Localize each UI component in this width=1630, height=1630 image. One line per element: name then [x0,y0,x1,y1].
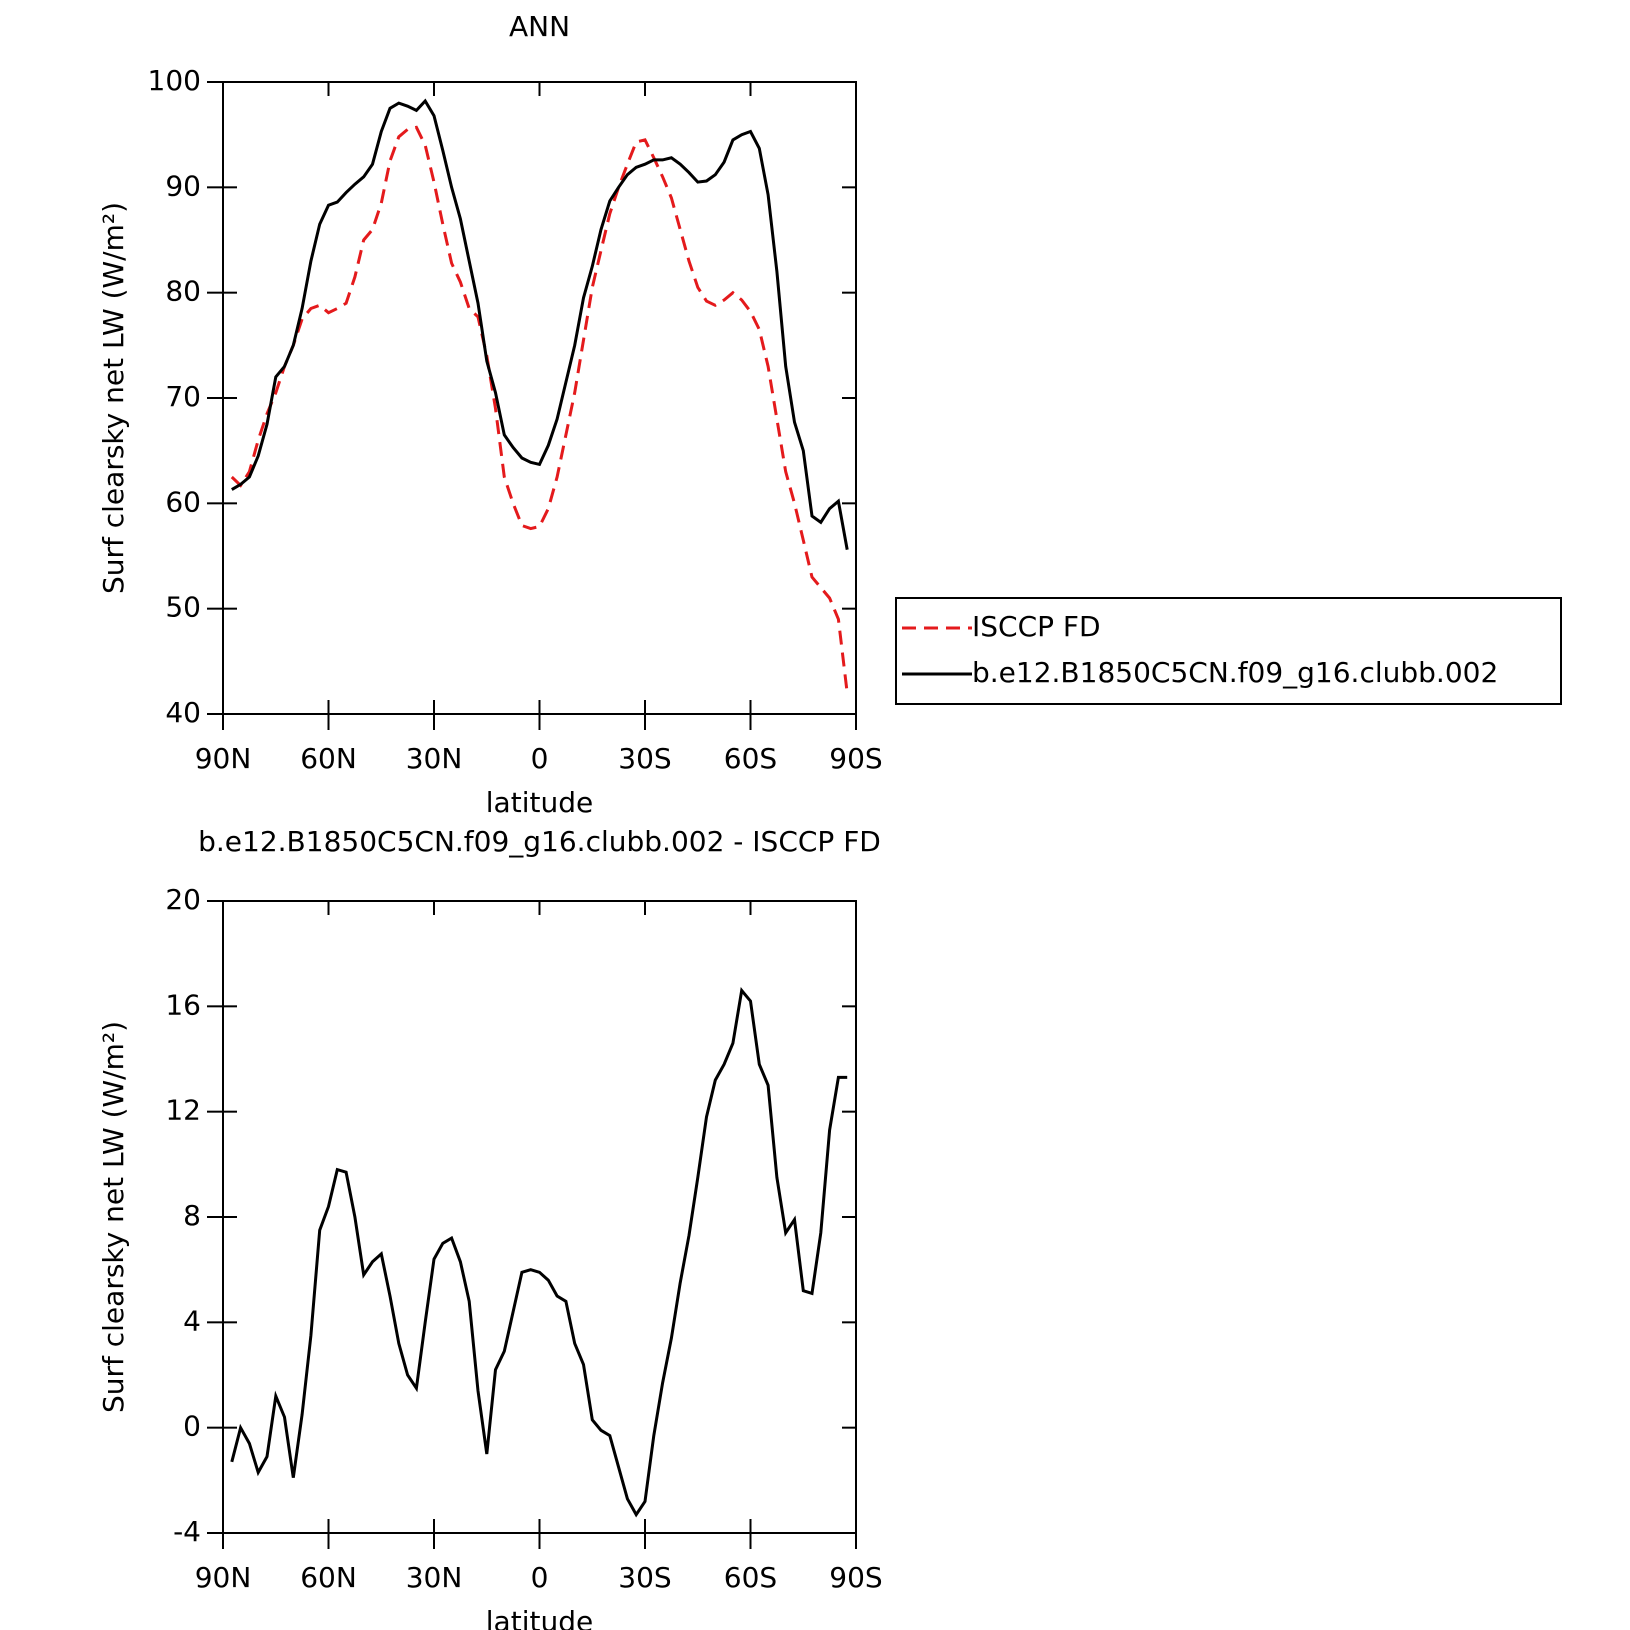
y-axis-label: Surf clearsky net LW (W/m²) [97,1021,130,1413]
x-tick-label: 30N [406,1561,463,1594]
y-tick-label: 0 [183,1410,201,1443]
y-tick-label: 8 [183,1199,201,1232]
plot-frame [222,900,857,1534]
x-tick-label: 60N [300,1561,357,1594]
x-tick-label: 0 [531,742,549,775]
y-tick-label: 60 [165,485,201,518]
y-axis-label: Surf clearsky net LW (W/m²) [97,202,130,594]
y-tick-label: 80 [165,275,201,308]
y-tick-label: 16 [165,988,201,1021]
data-line [231,98,849,550]
legend-label: ISCCP FD [972,610,1101,643]
plot-frame [222,81,857,715]
x-tick-label: 90N [195,1561,252,1594]
legend-label: b.e12.B1850C5CN.f09_g16.clubb.002 [972,656,1498,689]
y-tick-label: -4 [173,1515,201,1548]
y-tick-label: 40 [165,696,201,729]
y-tick-label: 4 [183,1304,201,1337]
chart-title: b.e12.B1850C5CN.f09_g16.clubb.002 - ISCC… [198,825,881,858]
x-tick-label: 0 [531,1561,549,1594]
x-axis-label: latitude [486,1605,593,1630]
x-axis-label: latitude [486,786,593,819]
x-tick-label: 30S [618,742,671,775]
y-tick-label: 100 [148,64,201,97]
x-tick-label: 60S [724,1561,777,1594]
x-tick-label: 30S [618,1561,671,1594]
x-tick-label: 90N [195,742,252,775]
x-tick-label: 90S [829,742,882,775]
y-tick-label: 70 [165,380,201,413]
y-tick-label: 90 [165,169,201,202]
y-tick-label: 50 [165,591,201,624]
y-tick-label: 20 [165,883,201,916]
chart-title: ANN [509,10,570,43]
data-line [230,125,849,694]
y-tick-label: 12 [165,1094,201,1127]
x-tick-label: 60N [300,742,357,775]
x-tick-label: 60S [724,742,777,775]
legend-box [895,597,1562,705]
x-tick-label: 90S [829,1561,882,1594]
x-tick-label: 30N [406,742,463,775]
data-line [230,987,848,1518]
